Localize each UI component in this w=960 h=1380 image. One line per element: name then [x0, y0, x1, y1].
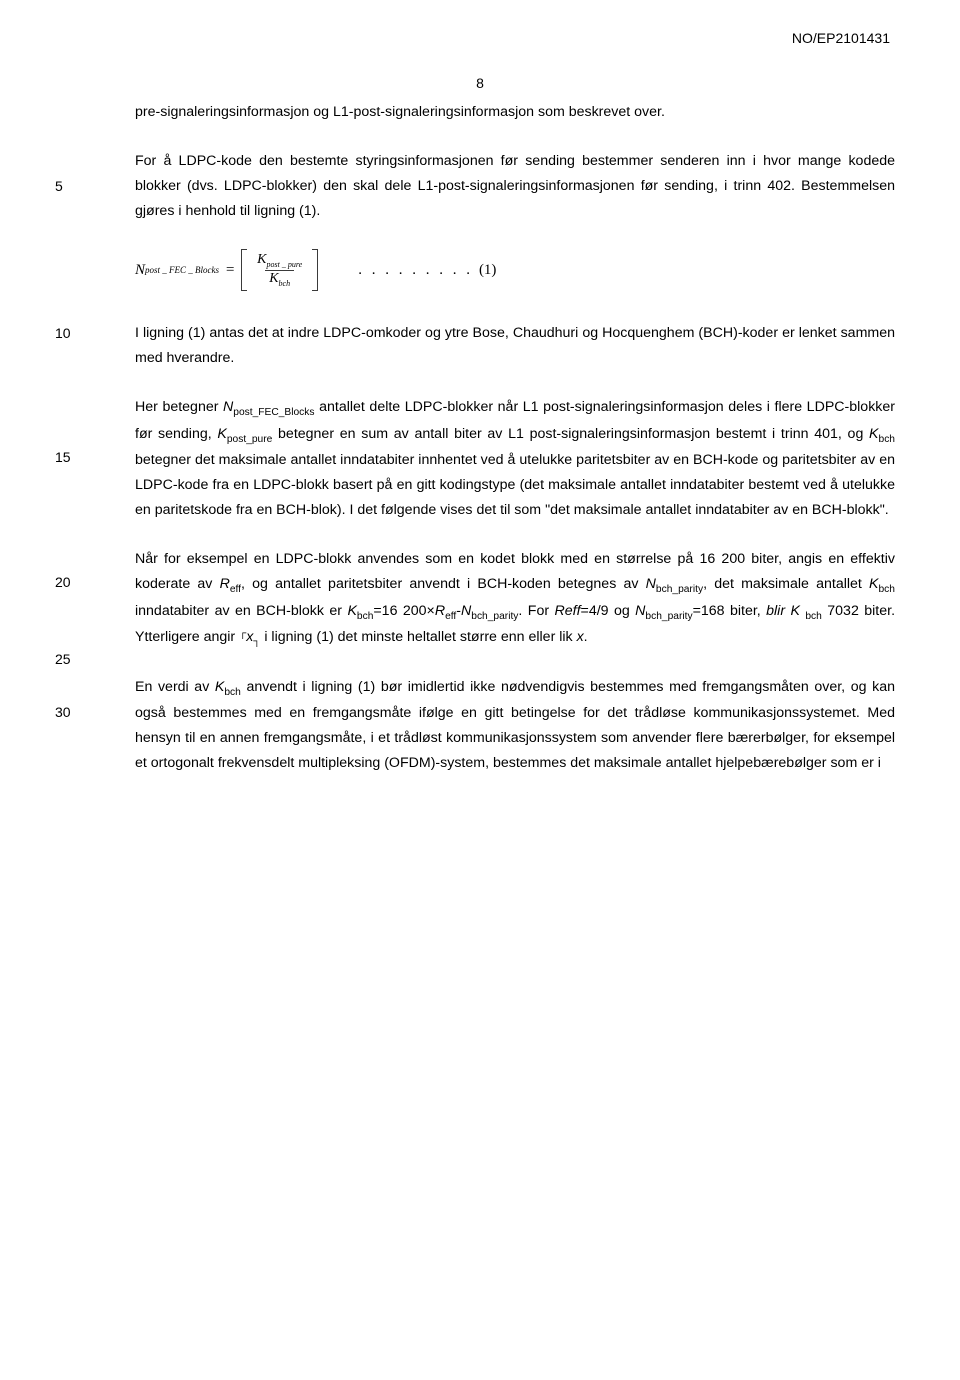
var-n-sub: post_FEC_Blocks — [233, 407, 314, 418]
var-kbch3-sub: bch — [805, 610, 821, 621]
var-k1: K — [217, 426, 226, 442]
var-kbch-p6: K — [215, 679, 224, 695]
var-reff: R — [220, 576, 230, 592]
line-number-10: 10 — [55, 321, 71, 346]
var-n: N — [223, 399, 233, 415]
text: inndatabiter av en BCH-blokk er — [135, 603, 347, 619]
var-x2: x — [577, 629, 584, 645]
text: En verdi av — [135, 679, 215, 695]
eq-den-var: K — [269, 271, 278, 286]
line-number-5: 5 — [55, 174, 63, 199]
var-reff-sub: eff — [230, 584, 241, 595]
paragraph-1: pre-signaleringsinformasjon og L1-post-s… — [135, 100, 895, 125]
var-kbch-p6-sub: bch — [224, 687, 240, 698]
var-nbp2-sub: bch_parity — [471, 610, 518, 621]
var-kbch: K — [869, 576, 878, 592]
eq-label: (1) — [479, 262, 497, 279]
line-number-25: 25 — [55, 647, 71, 672]
text: en sum av antall biter av L1 post-signal… — [340, 426, 869, 442]
text: anvendt i ligning (1) bør imidlertid ikk… — [241, 679, 669, 695]
equation-1: Npost _ FEC _ Blocks = Kpost _ pure Kbch… — [135, 247, 895, 293]
var-k2-sub: bch — [879, 434, 895, 445]
paragraph-4: 15 20 Her betegner Npost_FEC_Blocks anta… — [135, 395, 895, 523]
eq-lhs-var: N — [135, 262, 145, 279]
var-kbch-sub: bch — [879, 584, 895, 595]
eq-equals: = — [225, 262, 235, 279]
text: , det maksimale antallet — [703, 576, 869, 592]
var-nbp: N — [646, 576, 656, 592]
var-nbp3: N — [635, 603, 645, 619]
text: i ligning (1) det minste heltallet størr… — [260, 629, 576, 645]
text: betegner — [272, 426, 339, 442]
var-kbch2: K — [347, 603, 356, 619]
text: =16 200× — [373, 603, 434, 619]
text: . For — [518, 603, 554, 619]
paragraph-5: 25 Når for eksempel en LDPC-blokk anvend… — [135, 547, 895, 651]
doc-id: NO/EP2101431 — [792, 30, 890, 46]
var-nbp-sub: bch_parity — [656, 584, 703, 595]
page-content: pre-signaleringsinformasjon og L1-post-s… — [135, 100, 895, 776]
text: =4/9 og — [581, 603, 636, 619]
var-reff3: Reff — [555, 603, 581, 619]
eq-num-sub: post _ pure — [266, 260, 302, 269]
ceil-right — [310, 249, 318, 291]
paragraph-3: 10 I ligning (1) antas det at indre LDPC… — [135, 321, 895, 371]
text: pre-signaleringsinformasjon og L1-post-s… — [135, 104, 665, 120]
eq-dots: . . . . . . . . . — [358, 262, 473, 279]
ceil-left — [241, 249, 249, 291]
text: Her betegner — [135, 399, 223, 415]
eq-den-sub: bch — [279, 279, 291, 288]
text-italic: blir K — [766, 603, 805, 619]
text: "det maksimale antallet inndatabiter av … — [545, 502, 889, 518]
paragraph-6: 30 En verdi av Kbch anvendt i ligning (1… — [135, 675, 895, 776]
line-number-20: 20 — [55, 570, 71, 595]
text: =168 biter, — [693, 603, 767, 619]
var-kbch2-sub: bch — [357, 610, 373, 621]
var-nbp3-sub: bch_parity — [645, 610, 692, 621]
paragraph-2: 5 For å LDPC-kode den bestemte styringsi… — [135, 149, 895, 224]
text: I ligning (1) antas det at indre LDPC-om… — [135, 325, 895, 366]
text: , og antallet paritetsbiter anvendt i BC… — [241, 576, 646, 592]
line-number-15: 15 — [55, 445, 71, 470]
eq-lhs-sub: post _ FEC _ Blocks — [145, 265, 219, 275]
page-number: 8 — [476, 75, 484, 91]
eq-fraction: Kpost _ pure Kbch — [253, 252, 306, 289]
line-number-30: 30 — [55, 700, 71, 725]
var-reff2-sub: eff — [445, 610, 456, 621]
var-reff2: R — [435, 603, 445, 619]
var-k2: K — [869, 426, 878, 442]
text: For å LDPC-kode den bestemte styringsinf… — [135, 153, 660, 169]
var-k1-sub: post_pure — [227, 434, 272, 445]
var-nbp2: N — [461, 603, 471, 619]
text: . — [584, 629, 588, 645]
